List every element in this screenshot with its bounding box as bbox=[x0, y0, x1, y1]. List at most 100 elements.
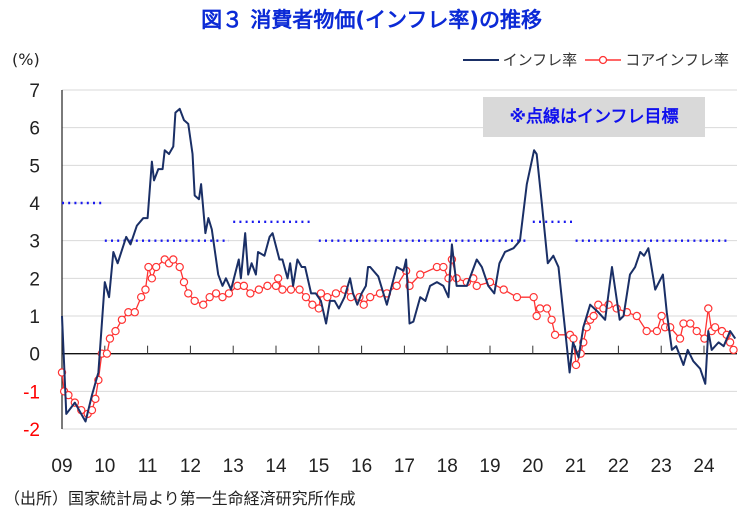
core-inflation-marker bbox=[295, 285, 304, 294]
core-inflation-marker bbox=[535, 304, 545, 313]
core-inflation-marker bbox=[211, 289, 221, 298]
core-inflation-marker bbox=[130, 308, 139, 317]
core-inflation-marker bbox=[642, 326, 651, 336]
legend-line-icon bbox=[462, 58, 499, 61]
legend-item-core: コアインフレ率 bbox=[585, 49, 729, 70]
core-inflation-marker bbox=[444, 274, 453, 283]
x-tick-label: 21 bbox=[565, 456, 586, 477]
x-tick-label: 22 bbox=[608, 456, 629, 477]
core-inflation-marker bbox=[105, 334, 115, 343]
x-tick-label: 16 bbox=[351, 456, 372, 477]
core-inflation-marker bbox=[331, 289, 341, 298]
core-inflation-marker bbox=[199, 300, 208, 309]
legend-label: インフレ率 bbox=[502, 51, 578, 69]
x-tick-label: 24 bbox=[693, 456, 715, 477]
y-tick-label: -2 bbox=[23, 420, 40, 441]
core-inflation-marker bbox=[246, 289, 255, 298]
y-tick-label: 4 bbox=[29, 194, 40, 215]
core-inflation-marker bbox=[316, 289, 326, 298]
x-tick-label: 23 bbox=[651, 456, 672, 477]
core-inflation-marker bbox=[271, 281, 281, 291]
x-tick-label: 12 bbox=[180, 456, 201, 477]
core-inflation-marker bbox=[141, 285, 150, 294]
y-tick-label: -1 bbox=[23, 382, 40, 403]
core-inflation-marker bbox=[512, 292, 522, 302]
core-inflation-marker bbox=[675, 334, 685, 343]
x-tick-label: 19 bbox=[479, 456, 500, 477]
core-inflation-marker bbox=[392, 281, 401, 291]
legend-item-inflation: インフレ率 bbox=[462, 49, 578, 70]
core-inflation-marker bbox=[532, 311, 541, 321]
core-inflation-marker bbox=[652, 326, 662, 336]
x-tick-label: 11 bbox=[138, 456, 158, 477]
legend-marker-icon bbox=[585, 55, 622, 64]
y-tick-label: 7 bbox=[29, 81, 40, 102]
y-tick-label: 5 bbox=[29, 156, 40, 177]
core-inflation-marker bbox=[569, 334, 578, 343]
inflation-line bbox=[61, 107, 737, 423]
core-inflation-marker bbox=[144, 262, 153, 272]
core-inflation-marker bbox=[218, 292, 227, 302]
x-tick-label: 18 bbox=[437, 456, 458, 477]
core-inflation-marker bbox=[239, 281, 249, 291]
core-inflation-marker bbox=[273, 274, 283, 283]
core-inflation-marker bbox=[323, 292, 332, 302]
core-inflation-marker bbox=[416, 270, 425, 279]
core-inflation-marker bbox=[136, 292, 146, 302]
core-inflation-marker bbox=[679, 319, 688, 328]
core-inflation-marker bbox=[184, 289, 193, 298]
core-inflation-marker bbox=[692, 326, 701, 336]
y-tick-label: 3 bbox=[29, 232, 40, 253]
core-inflation-marker bbox=[301, 292, 311, 302]
core-inflation-marker bbox=[439, 262, 448, 272]
y-tick-label: 1 bbox=[29, 307, 40, 328]
core-inflation-marker bbox=[278, 285, 287, 294]
legend: インフレ率 コアインフレ率 bbox=[462, 49, 729, 70]
core-inflation-marker bbox=[308, 300, 317, 309]
x-tick-label: 09 bbox=[51, 456, 72, 477]
core-inflation-marker bbox=[224, 289, 234, 298]
core-inflation-marker bbox=[359, 300, 368, 309]
x-tick-label: 20 bbox=[522, 456, 543, 477]
core-inflation-marker bbox=[657, 311, 666, 321]
core-inflation-marker bbox=[91, 394, 100, 404]
core-inflation-marker bbox=[547, 315, 556, 324]
core-inflation-marker bbox=[499, 285, 508, 294]
chart-title: 図３ 消費者物価(インフレ率)の推移 bbox=[201, 8, 542, 32]
core-inflation-marker bbox=[571, 360, 581, 370]
core-inflation-marker bbox=[710, 323, 720, 332]
core-inflation-marker bbox=[286, 285, 296, 294]
core-inflation-marker bbox=[550, 330, 560, 340]
core-inflation-marker bbox=[529, 292, 538, 302]
core-inflation-marker bbox=[205, 292, 214, 302]
core-inflation-marker bbox=[589, 311, 598, 321]
core-inflation-marker bbox=[179, 277, 189, 287]
core-inflation-marker bbox=[686, 319, 695, 328]
x-tick-label: 13 bbox=[223, 456, 244, 477]
core-inflation-marker bbox=[704, 304, 713, 313]
x-tick-label: 14 bbox=[265, 456, 287, 477]
core-inflation-marker bbox=[263, 281, 272, 291]
core-inflation-marker bbox=[175, 262, 184, 272]
x-tick-label: 17 bbox=[394, 456, 415, 477]
core-inflation-marker bbox=[365, 292, 375, 302]
core-inflation-marker bbox=[542, 304, 552, 313]
core-inflation-marker bbox=[147, 274, 157, 283]
y-axis-unit: (%) bbox=[12, 50, 40, 69]
core-inflation-marker bbox=[254, 285, 264, 294]
core-inflation-marker bbox=[729, 345, 738, 355]
core-inflation-marker bbox=[190, 296, 199, 306]
core-inflation-marker bbox=[151, 262, 161, 272]
core-inflation-marker bbox=[102, 349, 112, 358]
y-tick-label: 6 bbox=[29, 119, 40, 140]
y-tick-label: 2 bbox=[29, 269, 40, 290]
core-inflation-marker bbox=[632, 311, 642, 321]
core-inflation-marker bbox=[472, 281, 481, 291]
x-tick-label: 10 bbox=[94, 456, 115, 477]
y-tick-label: 0 bbox=[29, 345, 40, 366]
source-note: （出所）国家統計局より第一生命経済研究所作成 bbox=[4, 489, 356, 508]
legend-label: コアインフレ率 bbox=[625, 51, 729, 69]
x-tick-label: 15 bbox=[308, 456, 329, 477]
